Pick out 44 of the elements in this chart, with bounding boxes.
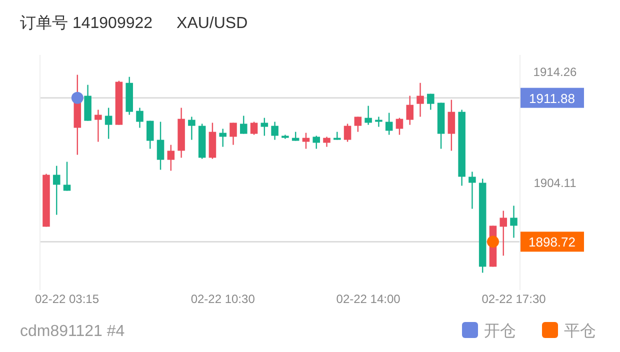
text: cdm891121 #4 — [20, 323, 125, 340]
candlestick — [146, 120, 154, 150]
candlestick — [104, 107, 112, 140]
candlestick — [354, 116, 362, 132]
candlestick — [156, 121, 164, 170]
candlestick — [94, 109, 102, 142]
candlestick — [136, 107, 144, 128]
candlestick — [230, 122, 237, 146]
candlestick — [500, 210, 508, 256]
candlestick — [396, 117, 404, 136]
candlestick — [260, 117, 268, 136]
candlestick — [406, 95, 414, 126]
candlestick — [468, 171, 476, 210]
candlestick — [219, 128, 226, 148]
chart-subtitle: XAU/USD — [176, 15, 248, 32]
x-tick-label: 02-22 10:30 — [190, 292, 256, 306]
candlestick — [323, 136, 330, 148]
candlestick — [167, 144, 175, 172]
y-tick-label: 1904.11 — [534, 176, 577, 190]
candlestick — [448, 99, 456, 152]
candlestick — [416, 82, 424, 118]
candlestick — [188, 116, 196, 140]
candlestick — [427, 93, 434, 110]
candlestick — [385, 112, 393, 136]
candlestick — [250, 121, 258, 136]
chart-title: 订单号 141909922 — [20, 15, 153, 32]
candlestick — [52, 165, 60, 216]
candlestick — [240, 115, 248, 134]
legend-label: 开仓 — [484, 323, 516, 340]
candlestick — [364, 105, 372, 126]
x-tick-label: 02-22 14:00 — [336, 292, 401, 306]
ref-line-label: 1898.72 — [528, 234, 576, 250]
legend-label: 平仓 — [564, 323, 596, 340]
candlestick — [344, 123, 352, 142]
candlestick — [375, 116, 382, 128]
candlestick — [302, 132, 310, 150]
y-tick-label: 1914.26 — [533, 64, 578, 79]
candlestick — [63, 161, 71, 192]
ref-line-label: 1911.88 — [528, 90, 576, 106]
candlestick — [271, 121, 278, 140]
candlestick — [312, 135, 320, 150]
x-tick-label: 02-22 03:15 — [34, 292, 100, 306]
x-tick-label: 02-22 17:30 — [482, 292, 546, 306]
candlestick — [510, 205, 518, 238]
